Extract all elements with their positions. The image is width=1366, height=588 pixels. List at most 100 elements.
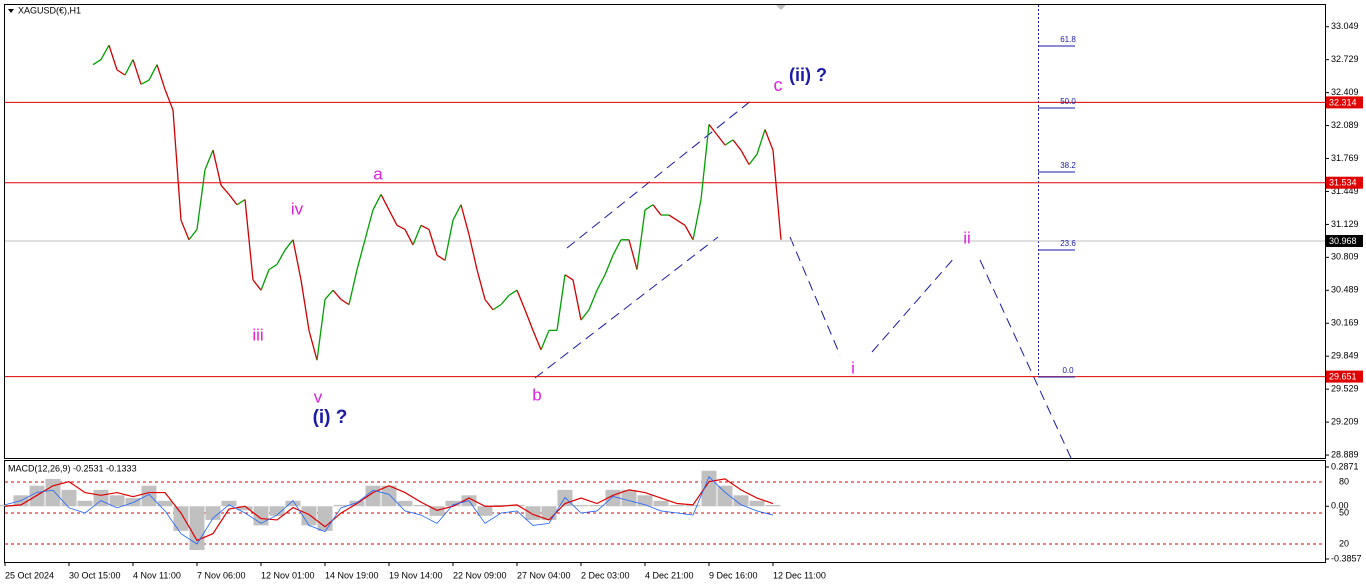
- price-level-box: [1326, 176, 1363, 189]
- wave-label: c: [774, 75, 783, 95]
- price-segment: [196, 169, 206, 230]
- signal-line: [4, 478, 774, 542]
- macd-bar: [621, 489, 637, 507]
- price-segment: [180, 219, 190, 240]
- price-segment: [676, 219, 686, 226]
- macd-bar: [477, 506, 493, 516]
- price-segment: [100, 44, 110, 60]
- wave-label: (i) ?: [313, 407, 348, 428]
- macd-bar: [429, 506, 445, 516]
- price-segment: [500, 294, 510, 306]
- price-segment: [732, 139, 742, 151]
- macd-bar: [253, 506, 269, 526]
- macd-bar: [749, 500, 765, 507]
- y2-tick-label: 50: [1339, 507, 1349, 517]
- menu-arrow[interactable]: [8, 9, 14, 13]
- macd-bar: [141, 485, 157, 507]
- price-segment: [412, 225, 422, 246]
- price-segment: [724, 139, 734, 146]
- x-tick-label: 12 Nov 01:00: [261, 570, 315, 580]
- price-segment: [156, 64, 166, 90]
- price-panel-frame: [4, 4, 1326, 459]
- price-segment: [492, 304, 502, 311]
- macd-title: MACD(12,26,9) -0.2531 -0.1333: [8, 463, 137, 473]
- chart-title: XAGUSD(€),H1: [18, 5, 81, 15]
- macd-bar: [221, 500, 237, 507]
- macd-bar: [701, 470, 717, 507]
- y-tick-label: 29.529: [1331, 384, 1359, 394]
- price-segment: [652, 204, 662, 216]
- price-segment: [516, 289, 526, 311]
- macd-bar: [205, 506, 221, 520]
- price-segment: [140, 79, 150, 85]
- price-segment: [636, 209, 646, 270]
- price-level-label: 32.314: [1329, 97, 1357, 107]
- price-segment: [388, 209, 398, 226]
- price-segment: [508, 289, 518, 296]
- price-segment: [572, 279, 582, 321]
- wave-label: iii: [252, 325, 263, 344]
- price-segment: [212, 150, 222, 186]
- price-segment: [436, 254, 446, 261]
- macd-bar: [269, 506, 285, 516]
- price-segment: [228, 194, 238, 206]
- price-segment: [132, 59, 142, 85]
- x-tick-label: 14 Nov 19:00: [325, 570, 379, 580]
- macd-bar: [589, 504, 605, 507]
- macd-bar: [445, 500, 461, 507]
- price-segment: [692, 199, 702, 240]
- price-segment: [772, 150, 782, 240]
- macd-bar: [669, 504, 685, 507]
- price-segment: [644, 204, 654, 211]
- price-segment: [356, 239, 366, 270]
- wave-label: iv: [291, 199, 304, 218]
- macd-bar: [61, 489, 77, 507]
- projection-line: [789, 236, 841, 356]
- price-segment: [428, 229, 438, 256]
- y-tick-label: 33.049: [1331, 21, 1359, 31]
- price-segment: [580, 309, 590, 321]
- y-tick-label: 30.169: [1331, 318, 1359, 328]
- wave-label: a: [373, 164, 383, 183]
- y-tick-label: 32.729: [1331, 54, 1359, 64]
- price-segment: [452, 204, 462, 221]
- price-segment: [684, 225, 694, 241]
- price-level-label: 30.968: [1329, 236, 1357, 246]
- macd-bar: [157, 500, 173, 507]
- macd-bar: [333, 504, 349, 507]
- wave-label: ii: [963, 228, 971, 247]
- price-segment: [612, 239, 622, 256]
- price-segment: [300, 279, 310, 331]
- price-segment: [700, 124, 710, 200]
- macd-bar: [285, 500, 301, 507]
- price-segment: [124, 59, 134, 76]
- projection-line: [979, 259, 1072, 459]
- price-segment: [380, 194, 390, 211]
- price-segment: [164, 89, 174, 111]
- price-segment: [668, 214, 678, 221]
- channel-upper: [566, 99, 753, 249]
- price-level-box: [1326, 234, 1363, 247]
- projection-line: [871, 256, 956, 353]
- price-segment: [268, 263, 278, 271]
- x-tick-label: 2 Dec 03:00: [581, 570, 630, 580]
- y-tick-label: 30.809: [1331, 252, 1359, 262]
- macd-bar: [109, 495, 125, 507]
- shift-marker[interactable]: [776, 5, 786, 10]
- price-segment: [404, 229, 414, 246]
- y-tick-label: 0.00: [1331, 501, 1349, 511]
- macd-bar: [637, 495, 653, 507]
- price-segment: [332, 289, 342, 300]
- fib-label: 50.0: [1060, 97, 1076, 106]
- price-segment: [348, 269, 358, 305]
- y-tick-label: 31.769: [1331, 153, 1359, 163]
- price-segment: [244, 199, 254, 280]
- price-segment: [556, 274, 566, 331]
- price-segment: [420, 224, 430, 231]
- macd-bar: [125, 498, 141, 507]
- price-segment: [292, 239, 302, 281]
- oscillator-line: [4, 476, 774, 545]
- x-tick-label: 12 Dec 11:00: [773, 570, 826, 580]
- macd-bar: [573, 504, 589, 507]
- x-tick-label: 7 Nov 06:00: [197, 570, 246, 580]
